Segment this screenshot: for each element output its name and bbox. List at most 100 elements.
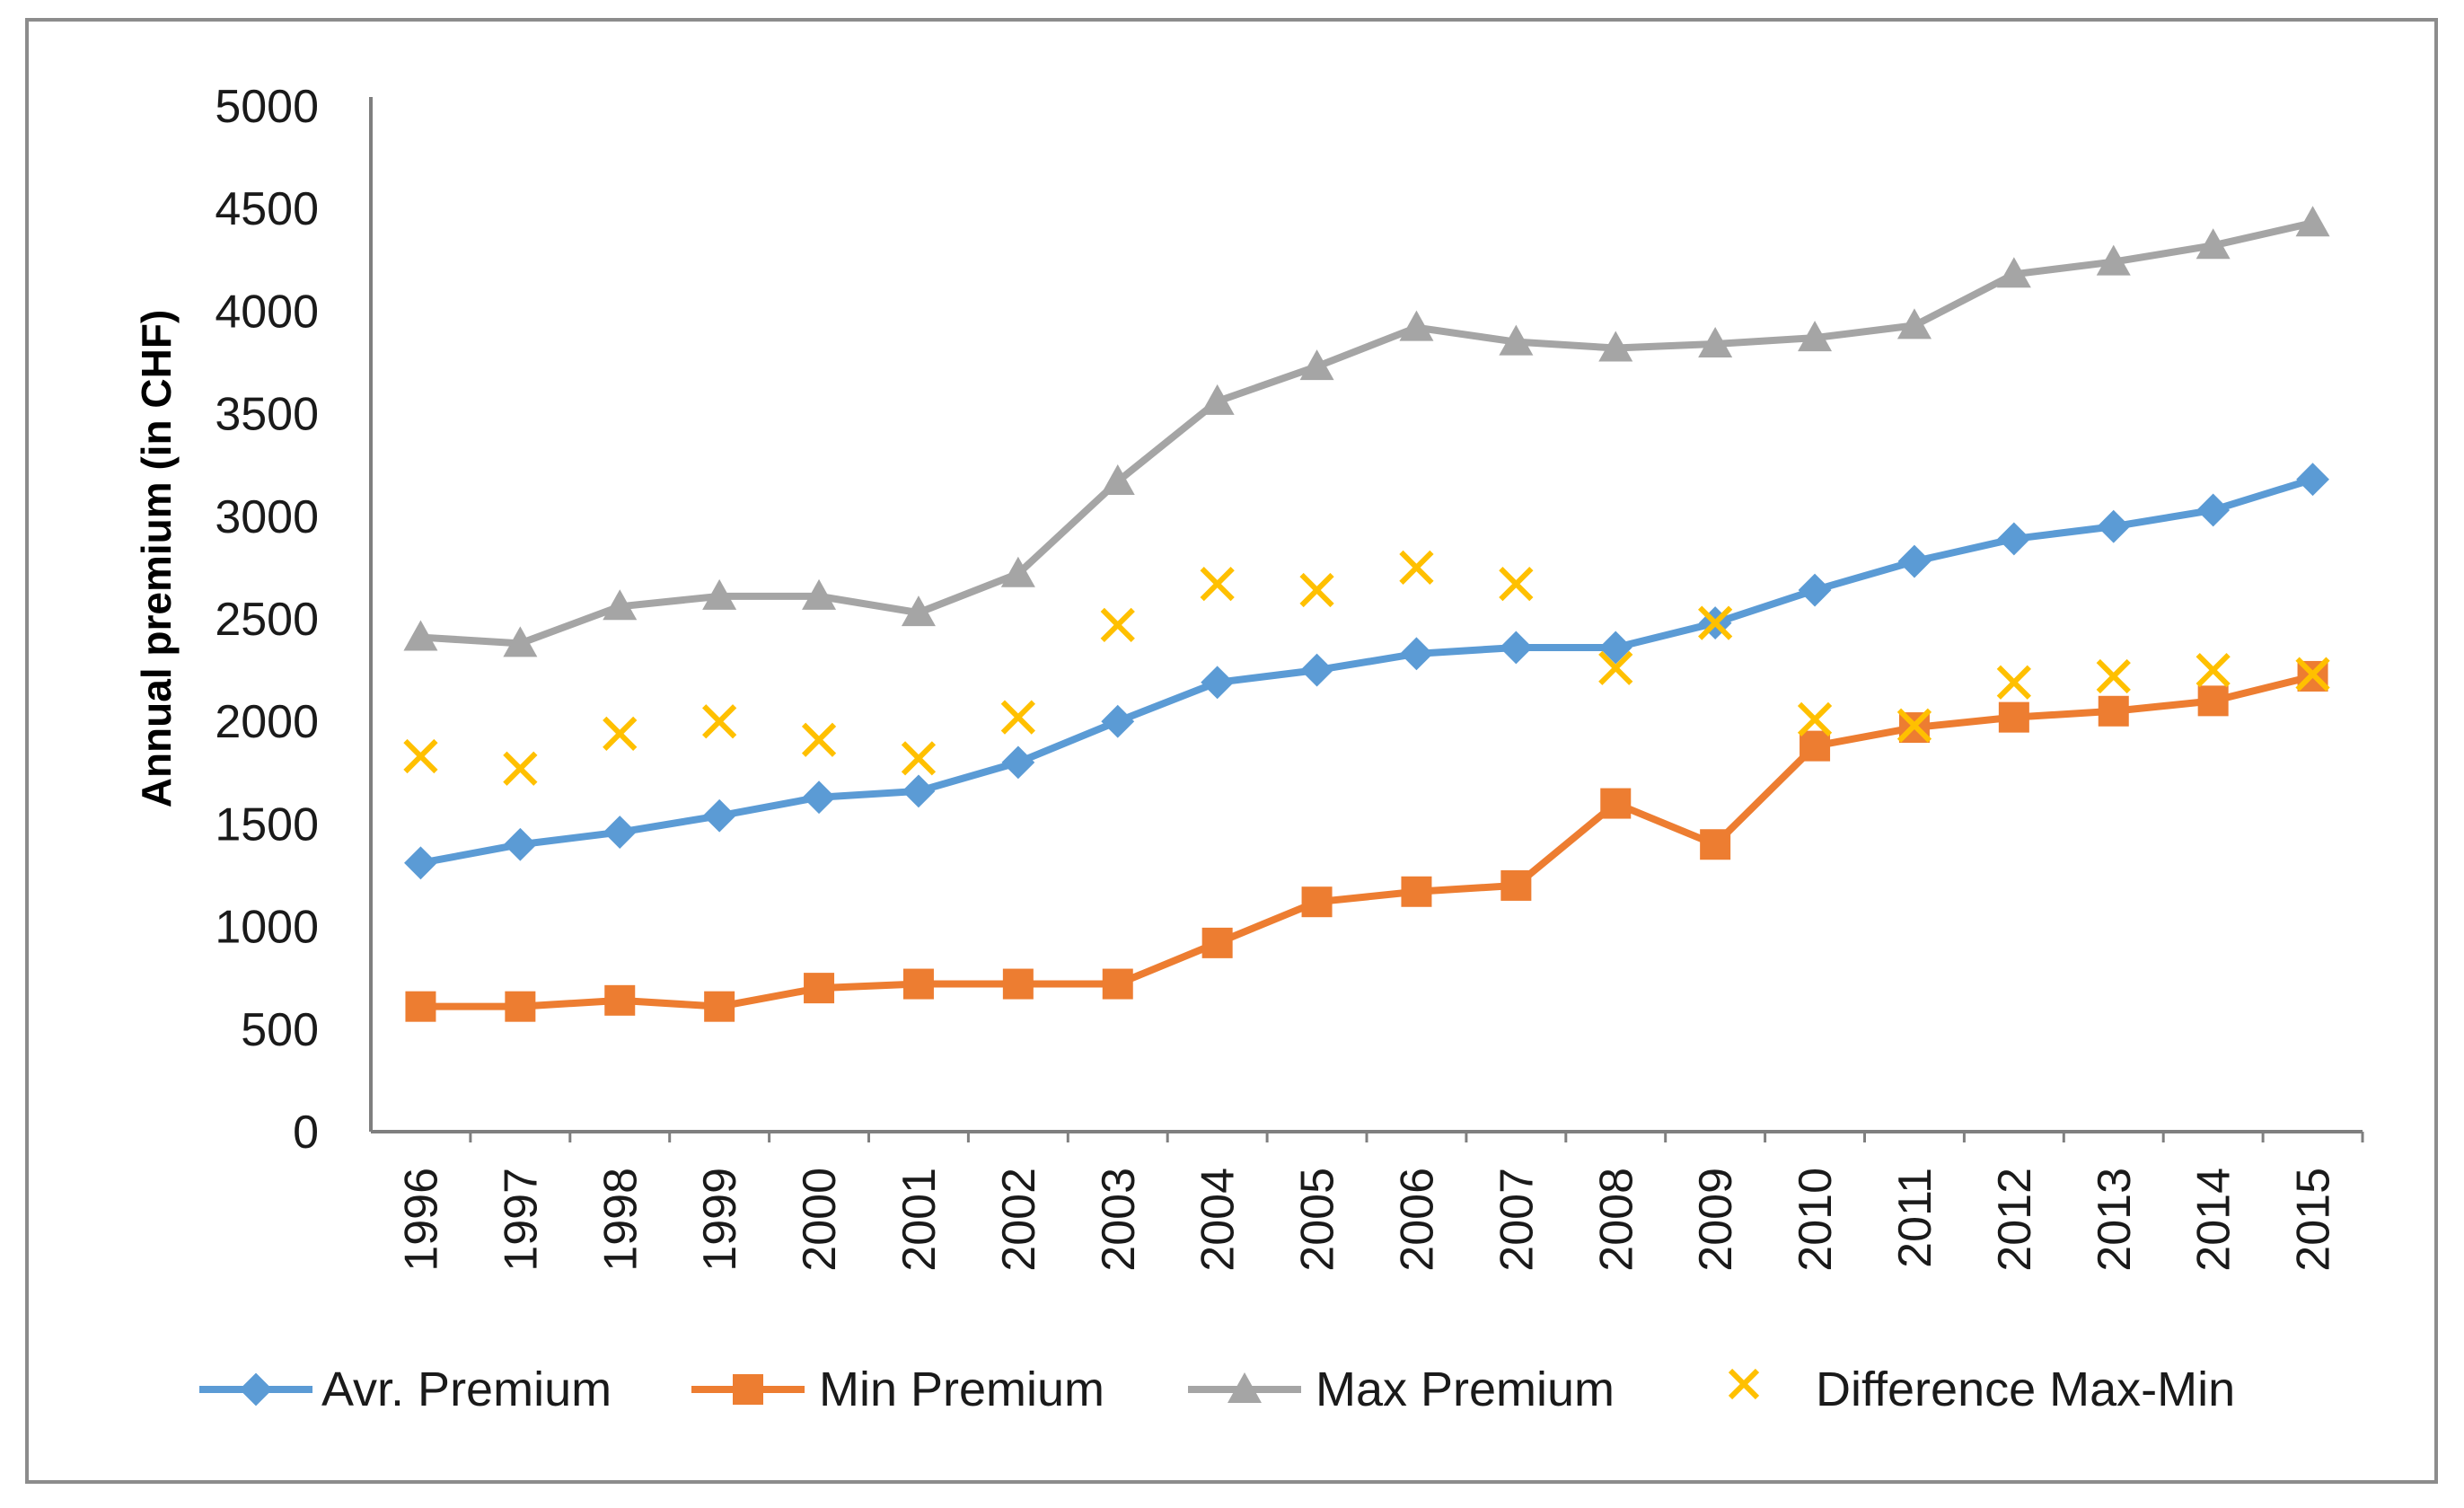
data-point xyxy=(2295,206,2330,237)
data-point xyxy=(2098,695,2129,727)
x-tick-label: 2011 xyxy=(1889,1168,1941,1268)
data-point xyxy=(1002,968,1034,1000)
x-tick-label: 2013 xyxy=(2089,1168,2141,1272)
data-point xyxy=(1700,829,1731,860)
x-tick-label: 1997 xyxy=(495,1168,547,1272)
data-point xyxy=(2296,463,2329,497)
x-tick-label: 2010 xyxy=(1790,1168,1842,1272)
axes xyxy=(369,97,2363,1133)
data-point xyxy=(1896,708,1932,743)
data-point xyxy=(1997,522,2031,556)
legend-swatch-marker xyxy=(1728,1368,1760,1400)
data-point xyxy=(702,578,737,610)
data-point xyxy=(1401,876,1432,907)
x-tick-label: 2002 xyxy=(993,1168,1045,1272)
data-point xyxy=(902,774,936,808)
y-axis-title: Annual premium (in CHF) xyxy=(133,310,180,808)
data-point xyxy=(1400,637,1433,671)
y-tick-label: 4500 xyxy=(215,183,319,235)
data-point xyxy=(404,846,437,880)
data-point xyxy=(1996,665,2031,700)
data-point xyxy=(802,780,836,815)
legend-swatch-marker xyxy=(1228,1372,1262,1403)
data-point xyxy=(1000,700,1035,735)
x-axis-ticks: 1996 1997 1998 1999 2000 2001 2002 2003 2004 2005… xyxy=(395,1132,2364,1272)
x-tick-label: 2012 xyxy=(1989,1168,2041,1272)
legend-label: Min Premium xyxy=(819,1362,1104,1416)
data-point xyxy=(1499,631,1533,665)
data-point xyxy=(1000,556,1035,587)
data-point xyxy=(1600,788,1632,819)
series-line xyxy=(419,475,2314,867)
data-point xyxy=(2096,244,2131,276)
series-line xyxy=(420,219,2314,648)
data-point xyxy=(1896,308,1932,340)
x-tick-label: 2007 xyxy=(1491,1168,1543,1272)
y-axis-ticks: 0 500 1000 1500 2000 2500 3000 3500 4000 4500 5000 xyxy=(215,81,319,1159)
legend-swatch-marker xyxy=(733,1374,763,1405)
series-1 xyxy=(405,660,2328,1022)
data-point xyxy=(702,704,737,739)
legend-label: Difference Max-Min xyxy=(1816,1362,2235,1416)
data-point xyxy=(603,589,638,621)
x-tick-label: 2009 xyxy=(1690,1168,1742,1272)
data-point xyxy=(901,595,936,627)
data-point xyxy=(1100,607,1135,642)
legend-label: Avr. Premium xyxy=(321,1362,612,1416)
data-point xyxy=(1598,631,1632,665)
data-point xyxy=(403,620,438,651)
data-point xyxy=(2196,228,2231,260)
y-tick-label: 2000 xyxy=(215,696,319,748)
data-point xyxy=(1102,968,1133,1000)
data-point xyxy=(603,816,637,849)
data-point xyxy=(1101,704,1135,738)
data-point xyxy=(2196,652,2231,688)
data-point xyxy=(403,738,438,774)
data-point xyxy=(1996,257,2031,288)
data-point xyxy=(1598,650,1633,685)
y-tick-label: 3500 xyxy=(215,389,319,441)
x-tick-label: 2015 xyxy=(2288,1168,2340,1272)
data-point xyxy=(1598,331,1633,362)
data-point xyxy=(503,827,537,861)
data-point xyxy=(503,751,538,786)
legend-label: Max Premium xyxy=(1316,1362,1615,1416)
data-point xyxy=(1798,573,1832,607)
data-point xyxy=(1897,544,1932,578)
x-tick-label: 2014 xyxy=(2188,1168,2240,1272)
data-point xyxy=(1698,326,1733,357)
data-point xyxy=(1499,567,1534,602)
data-point xyxy=(1998,701,2029,733)
y-tick-label: 1500 xyxy=(215,798,319,851)
data-point xyxy=(1500,869,1532,901)
data-point xyxy=(505,991,536,1022)
y-tick-label: 500 xyxy=(241,1004,319,1056)
data-point xyxy=(1399,550,1434,586)
y-tick-label: 0 xyxy=(293,1107,319,1159)
x-tick-label: 2008 xyxy=(1590,1168,1642,1272)
y-tick-label: 1000 xyxy=(215,902,319,954)
data-point xyxy=(1299,349,1334,381)
x-tick-label: 2001 xyxy=(893,1168,946,1272)
data-point xyxy=(704,991,735,1022)
data-point xyxy=(702,798,736,833)
legend-item: Min Premium xyxy=(691,1362,1104,1416)
legend-item: Avr. Premium xyxy=(199,1362,612,1416)
data-point xyxy=(405,991,436,1022)
y-tick-label: 4000 xyxy=(215,286,319,338)
x-tick-label: 1996 xyxy=(395,1168,447,1272)
legend-item: Difference Max-Min xyxy=(1728,1362,2235,1416)
data-point xyxy=(802,578,837,610)
x-tick-label: 2000 xyxy=(794,1168,846,1272)
data-point xyxy=(804,973,835,1004)
data-point xyxy=(1100,463,1135,495)
data-point xyxy=(1200,567,1235,602)
data-point xyxy=(2096,658,2131,694)
data-point xyxy=(1301,886,1333,918)
data-point xyxy=(2197,685,2229,717)
series-line xyxy=(420,673,2314,1010)
series-layer xyxy=(403,206,2330,1022)
y-tick-label: 3000 xyxy=(215,491,319,543)
series-2 xyxy=(403,206,2330,657)
